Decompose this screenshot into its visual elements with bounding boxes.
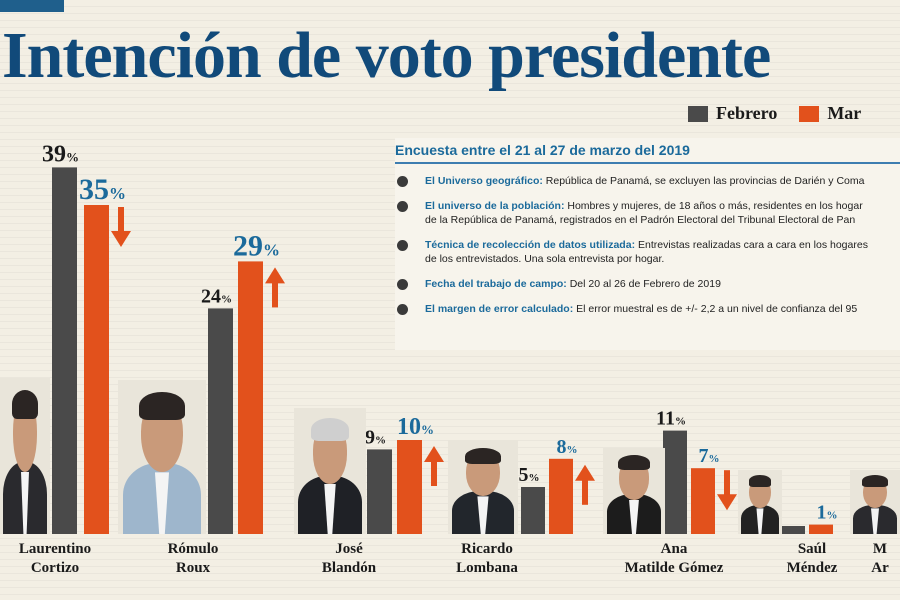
survey-item-tecnica: Técnica de recolección de datos utilizad… xyxy=(395,238,900,266)
survey-item-label: Técnica de recolección de datos utilizad… xyxy=(425,239,636,251)
survey-item-label: El Universo geográfico: xyxy=(425,175,543,187)
bar-febrero xyxy=(663,430,687,534)
candidate-first-name: José xyxy=(335,541,363,557)
legend: Febrero Mar xyxy=(688,103,861,124)
survey-item-text: Hombres y mujeres, de 18 años o más, res… xyxy=(567,200,863,212)
bullet-icon xyxy=(397,240,408,251)
candidate-first-name: Ana xyxy=(660,541,688,557)
candidate-name: Laurentino Cortizo xyxy=(0,540,125,578)
candidate-photo xyxy=(850,470,900,534)
arrow-up-icon xyxy=(575,464,595,505)
arrow-up-icon xyxy=(424,446,444,486)
survey-item-margen-error: El margen de error calculado: El error m… xyxy=(395,302,900,316)
survey-list: El Universo geográfico: República de Pan… xyxy=(395,174,900,316)
legend-label-febrero: Febrero xyxy=(716,103,778,123)
survey-item-text: Del 20 al 26 de Febrero de 2019 xyxy=(569,278,721,290)
candidate-photo xyxy=(603,448,665,534)
arrow-down-icon xyxy=(111,207,131,247)
legend-item-marzo: Mar xyxy=(799,103,861,124)
bar-marzo xyxy=(549,458,573,534)
data-label-marzo: 10% xyxy=(397,414,434,440)
bar-marzo xyxy=(84,205,109,534)
candidate-first-name: Laurentino xyxy=(18,541,92,557)
candidate-last-name: Cortizo xyxy=(30,560,80,576)
candidate-name: José Blandón xyxy=(279,540,419,578)
section-tab xyxy=(0,0,64,12)
survey-info-box: Encuesta entre el 21 al 27 de marzo del … xyxy=(395,138,900,350)
data-label-febrero: 24% xyxy=(201,285,232,307)
candidate-first-name: Saúl xyxy=(797,541,827,557)
data-label-marzo: 29% xyxy=(233,229,280,262)
arrow-up-icon xyxy=(265,267,285,308)
survey-item-fecha: Fecha del trabajo de campo: Del 20 al 26… xyxy=(395,277,900,291)
candidate-first-name: M xyxy=(872,541,888,557)
candidate-name: Ricardo Lombana xyxy=(417,540,557,578)
data-label-marzo: 35% xyxy=(79,173,126,206)
candidate-first-name: Rómulo xyxy=(167,541,219,557)
bullet-icon xyxy=(397,304,408,315)
page-title: Intención de voto presidente xyxy=(2,19,771,92)
bar-marzo xyxy=(691,468,715,534)
bar-marzo xyxy=(397,440,422,534)
candidate-name: Saúl Méndez xyxy=(742,540,882,578)
legend-swatch-febrero xyxy=(688,105,708,122)
data-label-febrero: 9% xyxy=(365,426,386,448)
bullet-icon xyxy=(397,176,408,187)
bar-febrero xyxy=(367,449,392,534)
candidate-photo xyxy=(448,440,518,534)
candidate-last-name: Roux xyxy=(175,560,211,576)
data-label-marzo: 7% xyxy=(699,445,720,467)
survey-item-universo-poblacion: El universo de la población: Hombres y m… xyxy=(395,199,900,227)
survey-divider xyxy=(395,162,900,164)
bullet-icon xyxy=(397,201,408,212)
survey-item-text: República de Panamá, se excluyen las pro… xyxy=(545,175,865,187)
survey-item-label: El margen de error calculado: xyxy=(425,303,574,315)
data-label-marzo: 1% xyxy=(817,502,838,524)
survey-item-label: Fecha del trabajo de campo: xyxy=(425,278,567,290)
data-label-febrero: 11% xyxy=(656,408,686,430)
survey-item-text: Entrevistas realizadas cara a cara en lo… xyxy=(637,239,868,251)
legend-swatch-marzo xyxy=(799,105,820,122)
survey-item-universo-geografico: El Universo geográfico: República de Pan… xyxy=(395,174,900,188)
data-label-febrero: 39% xyxy=(42,141,79,167)
candidate-name: Ana Matilde Gómez xyxy=(604,540,744,578)
bar-marzo xyxy=(809,524,833,534)
survey-item-text: de los entrevistados. Una sola entrevist… xyxy=(425,253,665,265)
arrow-down-icon xyxy=(717,470,737,511)
survey-item-label: El universo de la población: xyxy=(425,200,565,212)
bar-febrero xyxy=(208,308,233,534)
candidate-last-name: Lombana xyxy=(456,560,518,576)
bar-febrero xyxy=(781,526,805,534)
candidate-last-name: Ar xyxy=(871,560,889,576)
candidate-photo xyxy=(118,380,206,534)
data-label-febrero: 5% xyxy=(519,464,540,486)
bar-febrero xyxy=(52,167,77,534)
legend-item-febrero: Febrero xyxy=(688,103,777,124)
candidate-last-name: Méndez xyxy=(786,560,838,576)
bar-marzo xyxy=(238,261,263,534)
candidate-last-name: Matilde Gómez xyxy=(624,560,724,576)
candidate-name: Rómulo Roux xyxy=(123,540,263,578)
candidate-photo xyxy=(738,470,782,534)
survey-item-text: de la República de Panamá, registrados e… xyxy=(425,214,856,226)
candidate-names: Laurentino Cortizo Rómulo Roux José Blan… xyxy=(0,540,900,600)
data-label-marzo: 8% xyxy=(557,436,578,458)
survey-title: Encuesta entre el 21 al 27 de marzo del … xyxy=(395,142,690,158)
survey-item-text: El error muestral es de +/- 2,2 a un niv… xyxy=(576,303,858,315)
bullet-icon xyxy=(397,279,408,290)
candidate-photo xyxy=(0,378,50,534)
candidate-name: M Ar xyxy=(810,540,900,578)
candidate-photo xyxy=(294,408,366,534)
legend-label-marzo: Mar xyxy=(827,103,862,123)
candidate-first-name: Ricardo xyxy=(461,541,513,557)
candidate-last-name: Blandón xyxy=(321,560,377,576)
bar-febrero xyxy=(521,487,545,534)
